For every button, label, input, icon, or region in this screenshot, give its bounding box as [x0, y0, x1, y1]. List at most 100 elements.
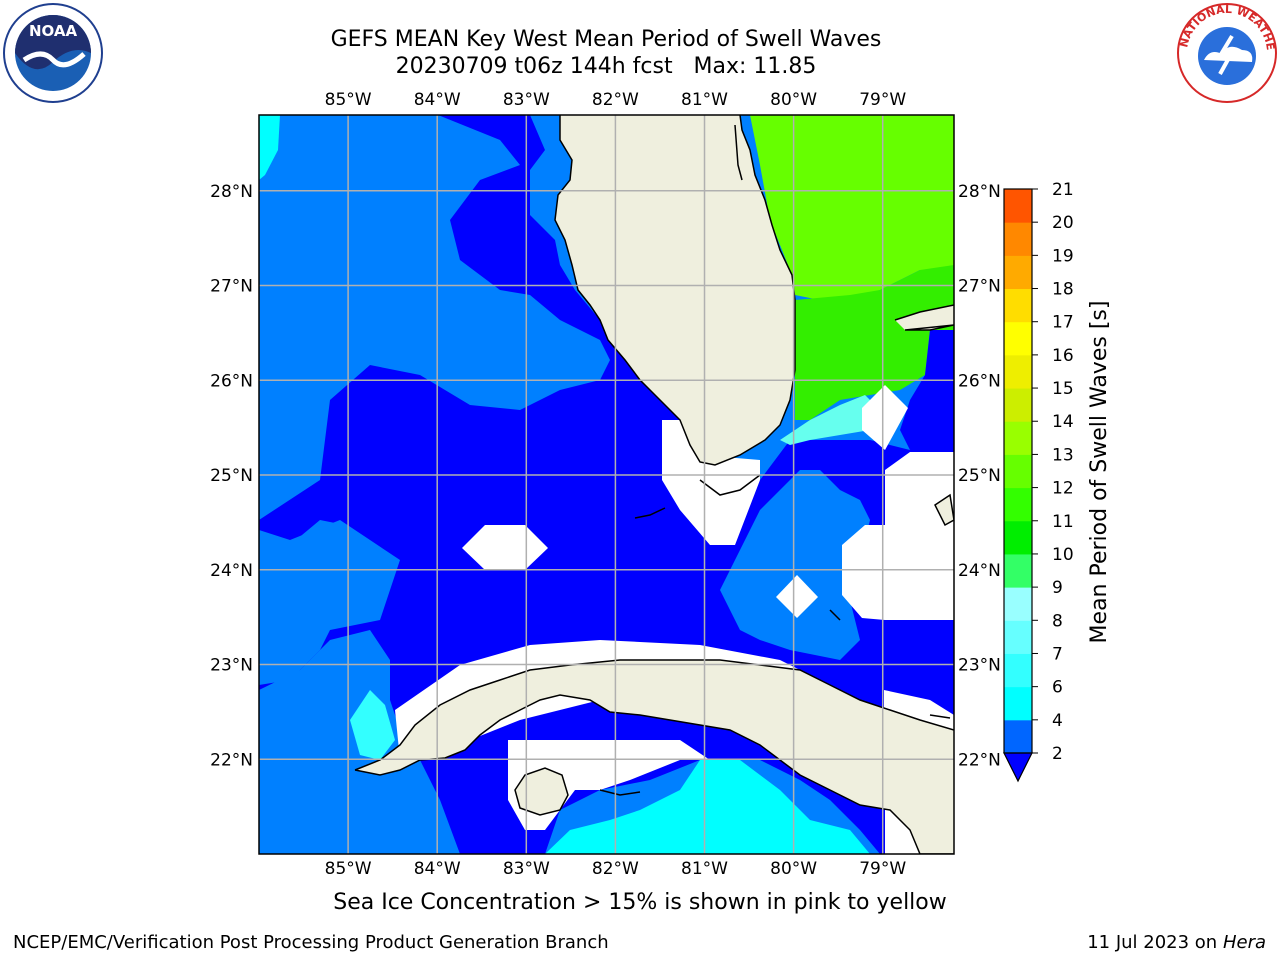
footer-date-text: 11 Jul 2023 on — [1087, 932, 1223, 953]
colorbar-label: Mean Period of Swell Waves [s] — [1087, 301, 1112, 644]
chart-subtitle: 20230709 t06z 144h fcst Max: 11.85 — [395, 54, 817, 79]
lat-label-left: 27°N — [210, 277, 253, 297]
lon-label-top: 80°W — [770, 90, 817, 110]
lat-label-left: 25°N — [210, 466, 253, 486]
caption-text: Sea Ice Concentration > 15% is shown in … — [333, 890, 947, 915]
lon-label-bottom: 80°W — [770, 859, 817, 879]
nodata-patch-bahamas-b — [862, 385, 908, 450]
colorbar-segment — [1004, 354, 1032, 389]
lat-label-right: 28°N — [958, 182, 1001, 202]
colorbar: 21 20 19 18 17 16 15 14 13 12 11 10 9 8 7 6 4 2 — [1003, 180, 1074, 783]
colorbar-segment — [1004, 653, 1032, 688]
graticule — [259, 115, 954, 854]
lat-label-right: 25°N — [958, 466, 1001, 486]
colorbar-segment — [1004, 288, 1032, 323]
lon-label-top: 79°W — [859, 90, 906, 110]
colorbar-tick-label: 6 — [1052, 678, 1063, 698]
lon-label-bottom: 83°W — [503, 859, 550, 879]
lat-label-left: 28°N — [210, 182, 253, 202]
colorbar-tick-label: 13 — [1052, 445, 1074, 465]
colorbar-tick-label: 18 — [1052, 280, 1074, 300]
colorbar-tick-label: 16 — [1052, 346, 1074, 366]
swell-region-cyan-northwest — [259, 115, 280, 180]
lon-label-bottom: 81°W — [681, 859, 728, 879]
lat-label-left: 23°N — [210, 656, 253, 676]
colorbar-tick-label: 10 — [1052, 545, 1074, 565]
colorbar-segment — [1004, 587, 1032, 621]
nodata-patch-bahamas-a — [842, 452, 954, 620]
lon-labels-top: 85°W 84°W 83°W 82°W 81°W 80°W 79°W — [325, 90, 907, 110]
colorbar-segment — [1004, 620, 1032, 654]
lat-labels-right: 28°N 27°N 26°N 25°N 24°N 23°N 22°N — [958, 182, 1001, 770]
lat-label-left: 24°N — [210, 561, 253, 581]
lat-label-right: 27°N — [958, 277, 1001, 297]
nodata-patch-straits — [776, 575, 818, 618]
colorbar-tick-label: 9 — [1052, 578, 1063, 598]
lon-label-top: 84°W — [414, 90, 461, 110]
swell-region-11s — [750, 115, 954, 300]
lat-label-right: 26°N — [958, 371, 1001, 391]
colorbar-segment — [1004, 421, 1032, 455]
footer-host: Hera — [1222, 932, 1266, 953]
colorbar-segment — [1004, 388, 1032, 422]
chart-title: GEFS MEAN Key West Mean Period of Swell … — [330, 27, 882, 52]
swell-blob-medium — [290, 520, 360, 560]
nodata-patch-keys — [662, 420, 760, 545]
noaa-logo: NOAA — [3, 3, 103, 103]
lat-label-right: 22°N — [958, 750, 1001, 770]
lon-label-bottom: 85°W — [325, 859, 372, 879]
lon-label-top: 82°W — [592, 90, 639, 110]
colorbar-segment — [1004, 686, 1032, 721]
noaa-logo-text: NOAA — [29, 22, 78, 40]
colorbar-tick-label: 7 — [1052, 644, 1063, 664]
colorbar-segment — [1004, 189, 1032, 223]
colorbar-tick-label: 11 — [1052, 512, 1074, 532]
colorbar-segment — [1004, 487, 1032, 522]
land-bahamas-grand — [895, 305, 954, 330]
lat-labels-left: 28°N 27°N 26°N 25°N 24°N 23°N 22°N — [210, 182, 253, 770]
lon-label-top: 83°W — [503, 90, 550, 110]
colorbar-tick-label: 20 — [1052, 213, 1074, 233]
lon-label-bottom: 84°W — [414, 859, 461, 879]
swell-region-cyan-edge — [780, 395, 880, 445]
colorbar-segment — [1004, 553, 1032, 588]
lon-label-top: 81°W — [681, 90, 728, 110]
colorbar-tick-label: 15 — [1052, 379, 1074, 399]
coastline — [354, 115, 954, 854]
swell-region-cyan-west — [350, 690, 395, 760]
swell-region-blue-east — [900, 330, 954, 450]
colorbar-segment — [1004, 719, 1032, 754]
lat-label-right: 24°N — [958, 561, 1001, 581]
lat-label-left: 26°N — [210, 371, 253, 391]
lon-label-bottom: 79°W — [859, 859, 906, 879]
colorbar-tick-label: 17 — [1052, 313, 1074, 333]
swell-region-10s — [795, 265, 954, 420]
caption: Sea Ice Concentration > 15% is shown in … — [0, 890, 1280, 915]
lat-label-left: 22°N — [210, 750, 253, 770]
colorbar-tick-label: 14 — [1052, 412, 1074, 432]
colorbar-tick-label: 19 — [1052, 246, 1074, 266]
colorbar-segment — [1004, 255, 1032, 290]
swell-region-cyan-south — [545, 760, 870, 854]
colorbar-segment — [1004, 454, 1032, 489]
land-isla-juventud — [515, 768, 568, 815]
colorbar-segment — [1004, 222, 1032, 256]
colorbar-segment — [1004, 321, 1032, 356]
colorbar-tick-label: 2 — [1052, 744, 1063, 764]
colorbar-tick-label: 21 — [1052, 180, 1074, 200]
map-frame — [258, 114, 955, 855]
footer-credit: NCEP/EMC/Verification Post Processing Pr… — [13, 932, 609, 953]
colorbar-segment — [1004, 520, 1032, 555]
footer-date: 11 Jul 2023 on Hera — [1087, 932, 1266, 953]
land-cuba — [355, 660, 954, 854]
colorbar-extend-arrow — [1003, 752, 1033, 783]
lon-labels-bottom: 85°W 84°W 83°W 82°W 81°W 80°W 79°W — [325, 859, 907, 879]
lat-label-right: 23°N — [958, 656, 1001, 676]
lon-label-top: 85°W — [325, 90, 372, 110]
nws-logo: NATIONAL WEATHER SERVICE — [1176, 2, 1277, 103]
colorbar-frame — [1003, 188, 1033, 754]
lon-label-bottom: 82°W — [592, 859, 639, 879]
colorbar-tick-label: 8 — [1052, 611, 1063, 631]
colorbar-tick-label: 4 — [1052, 711, 1063, 731]
